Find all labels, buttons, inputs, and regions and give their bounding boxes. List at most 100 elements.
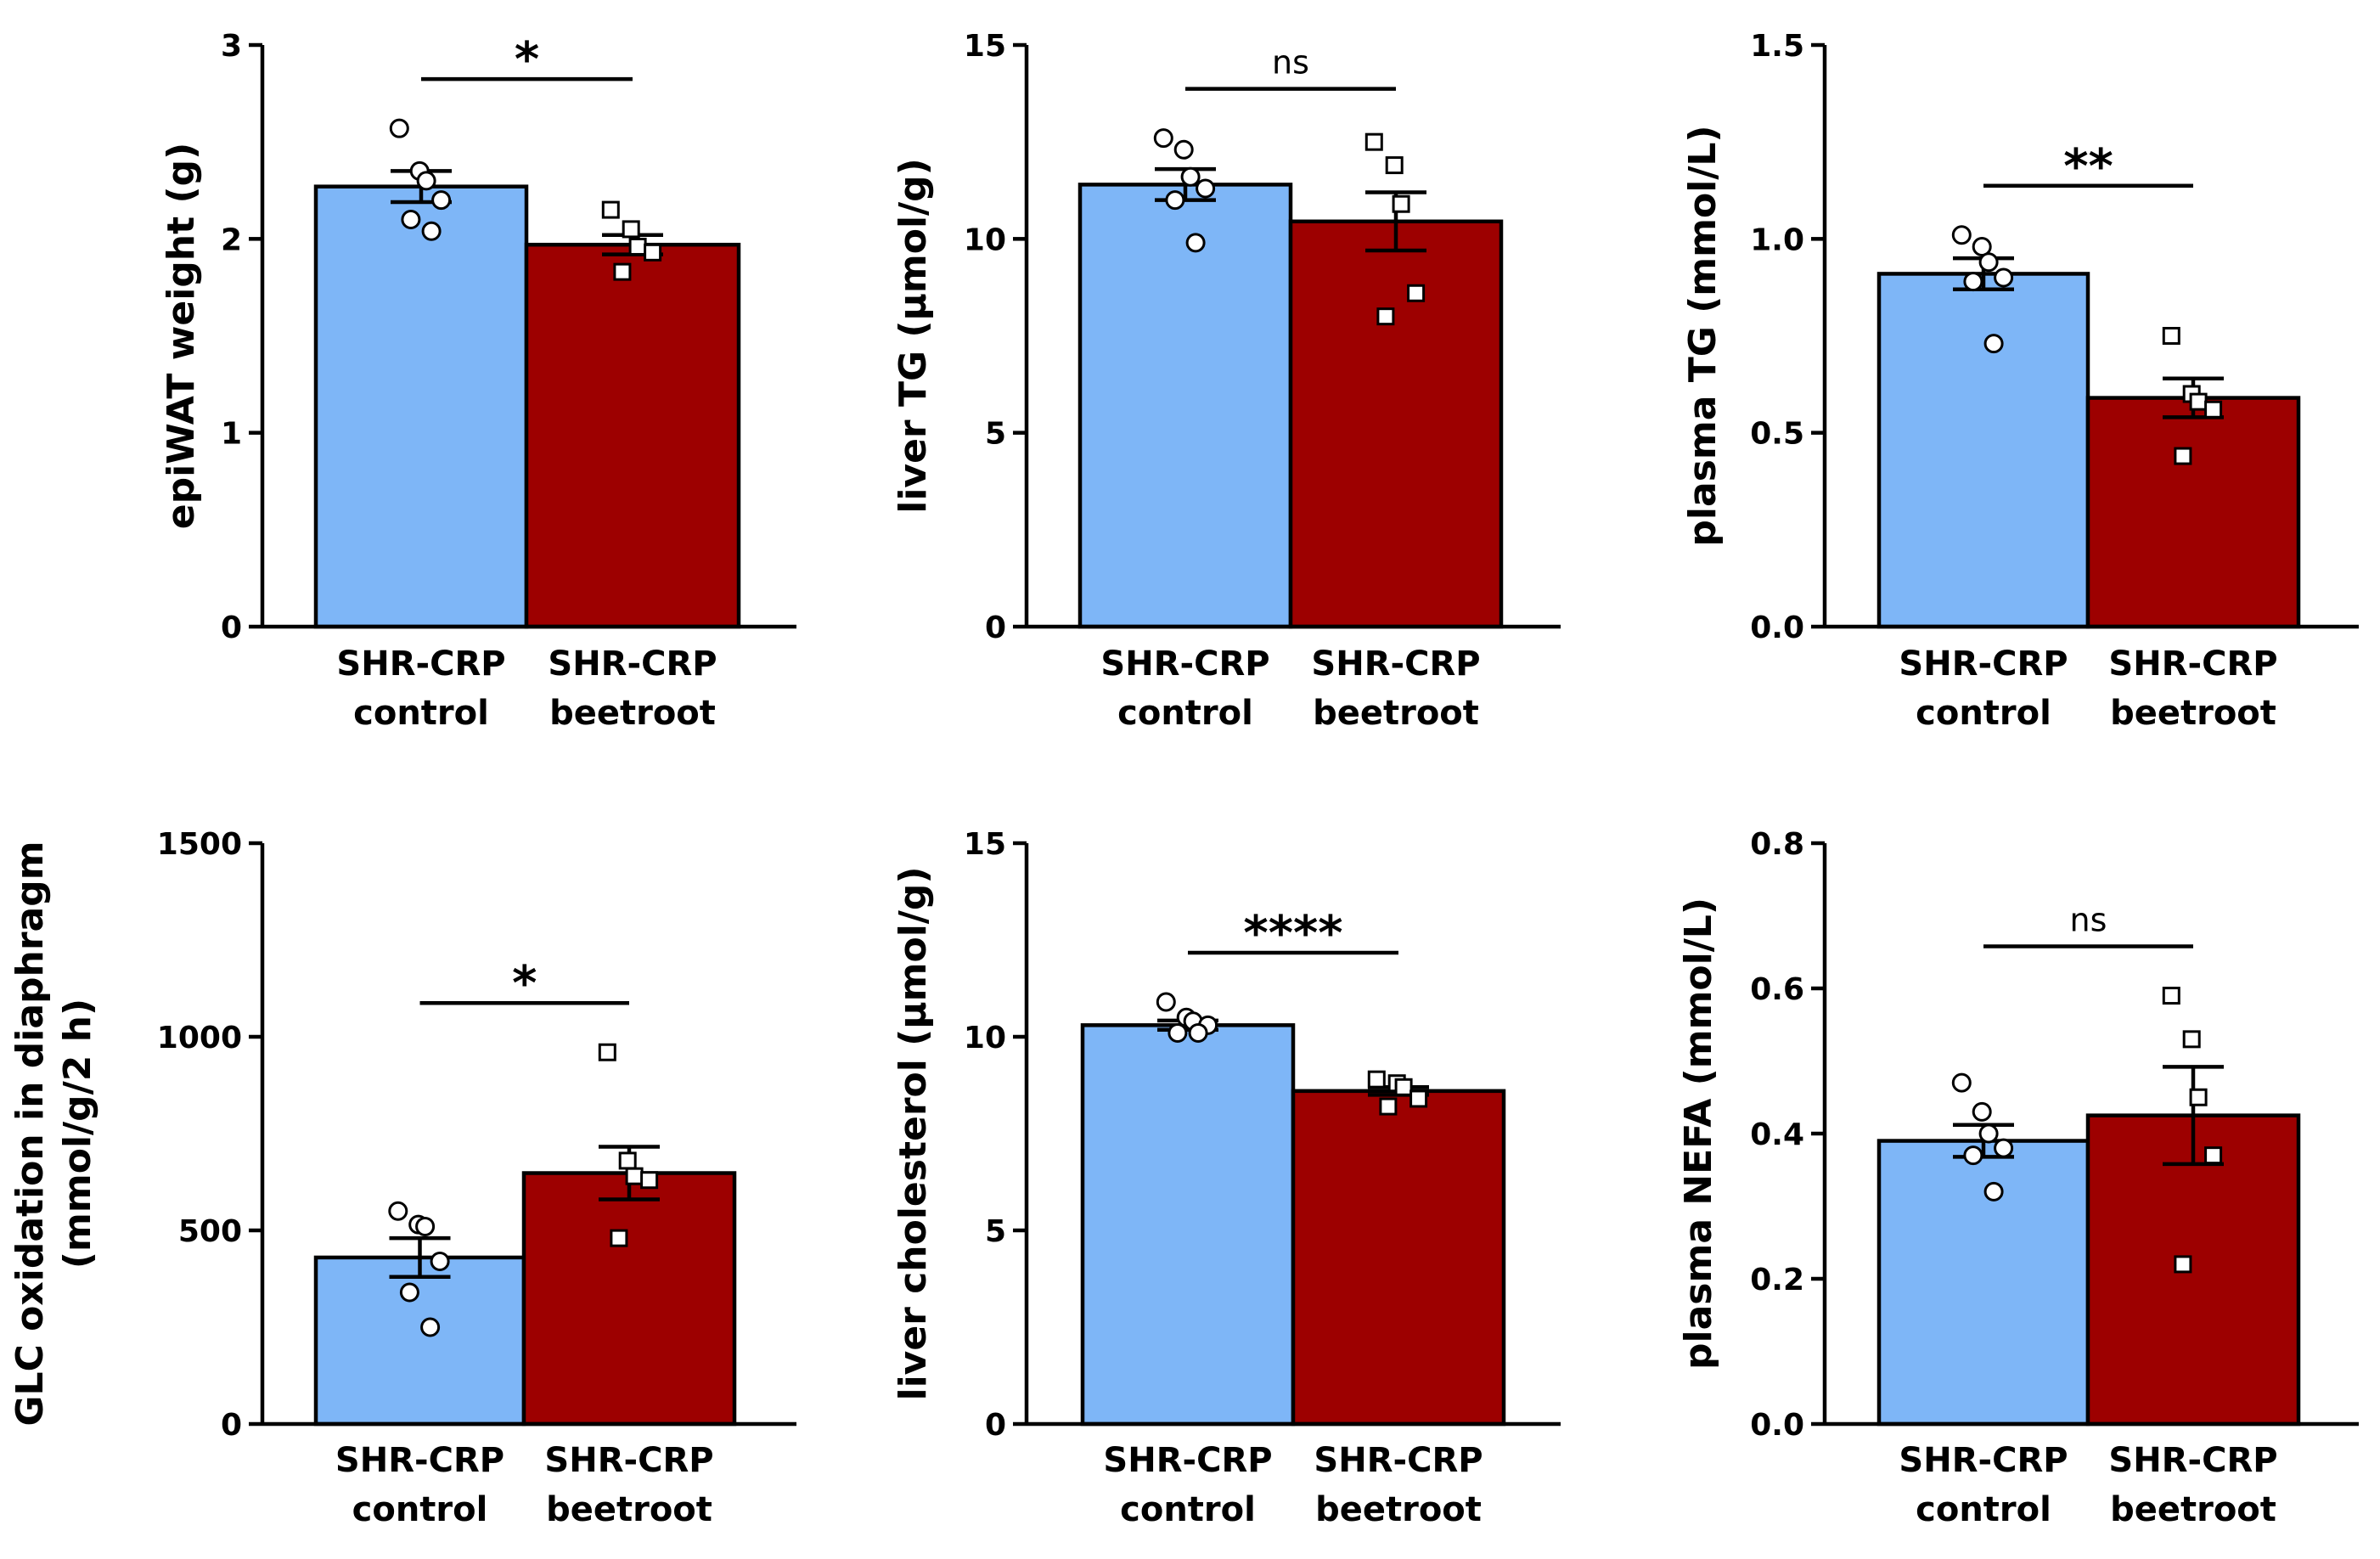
data-point-control xyxy=(430,1251,450,1271)
data-point-control xyxy=(1994,267,2014,288)
y-tick-label: 5 xyxy=(985,417,1006,452)
panel-4: 0 500 1000 1500 GLC oxidation in diaphragm (m… xyxy=(8,827,796,1529)
y-axis-label: liver TG (µmol/g) xyxy=(892,158,935,513)
data-point-control xyxy=(1173,139,1194,160)
category-label: SHR-CRP xyxy=(1103,1441,1272,1480)
data-point-beetroot xyxy=(1376,307,1395,326)
y-tick-label: 0 xyxy=(985,611,1006,645)
bar-control xyxy=(1077,183,1293,629)
data-point-beetroot xyxy=(1385,156,1404,175)
data-point-beetroot xyxy=(1379,1097,1398,1116)
y-tick-label: 5 xyxy=(985,1214,1006,1249)
panel-3: 0.0 0.5 1.0 1.5 plasma TG (mmol/L) SHR-CRP con… xyxy=(1681,29,2359,733)
data-point-control xyxy=(1196,178,1216,199)
y-tick-label: 10 xyxy=(964,1021,1006,1055)
category-label: SHR-CRP xyxy=(335,1441,504,1480)
data-point-beetroot xyxy=(622,220,640,239)
data-point-beetroot xyxy=(2174,447,2192,465)
panel-5: 0 5 10 15 liver cholesterol (µmol/g) SHR-CRP c… xyxy=(892,827,1561,1529)
data-point-beetroot xyxy=(2182,1030,2201,1049)
data-point-beetroot xyxy=(644,243,662,262)
data-point-control xyxy=(389,118,409,138)
y-tick-label: 1.5 xyxy=(1750,29,1804,64)
data-point-beetroot xyxy=(2189,1088,2208,1106)
data-point-control xyxy=(1978,252,1999,273)
significance-label: **** xyxy=(1243,906,1342,961)
data-point-beetroot xyxy=(1394,1078,1413,1096)
y-tick-label: 1 xyxy=(221,417,242,452)
bar-beetroot xyxy=(2085,396,2301,629)
error-bar-control xyxy=(389,1235,451,1279)
y-tick-label: 0.6 xyxy=(1750,972,1804,1007)
data-point-beetroot xyxy=(1392,194,1410,213)
data-point-beetroot xyxy=(640,1171,659,1190)
data-point-control xyxy=(1963,272,1983,292)
data-point-control xyxy=(401,210,421,229)
data-point-control xyxy=(420,1317,441,1337)
y-tick-label: 10 xyxy=(964,222,1006,257)
panel-6: 0.0 0.2 0.4 0.6 0.8 plasma NEFA (mmol/L) SHR-C… xyxy=(1677,827,2359,1529)
data-point-control xyxy=(1185,233,1206,253)
category-label: SHR-CRP xyxy=(548,644,717,684)
data-point-control xyxy=(1153,128,1173,149)
y-tick-label: 3 xyxy=(221,29,242,64)
bar-beetroot xyxy=(2085,1113,2301,1427)
y-tick-label: 0.0 xyxy=(1750,1408,1804,1443)
category-label: SHR-CRP xyxy=(1100,644,1269,684)
data-point-control xyxy=(1167,1022,1188,1043)
significance-label: * xyxy=(515,32,539,87)
y-tick-label: 0.4 xyxy=(1750,1117,1804,1152)
data-point-beetroot xyxy=(618,1151,637,1170)
y-tick-label: 0.5 xyxy=(1750,417,1804,452)
data-point-control xyxy=(1951,225,1972,245)
y-tick-label: 1000 xyxy=(157,1021,242,1055)
category-label: SHR-CRP xyxy=(1899,1441,2068,1480)
category-label: SHR-CRP xyxy=(544,1441,713,1480)
panel-1: 0 1 2 3 epiWAT weight (g) SHR-CRP control SHR-C… xyxy=(160,29,796,733)
category-label: SHR-CRP xyxy=(2108,644,2277,684)
data-point-control xyxy=(1983,334,2004,354)
y-tick-label: 2 xyxy=(221,222,242,257)
category-label: control xyxy=(353,694,489,733)
y-tick-label: 1.0 xyxy=(1750,222,1804,257)
y-axis-label: liver cholesterol (µmol/g) xyxy=(892,867,935,1401)
bar-beetroot xyxy=(521,1171,737,1427)
data-point-control xyxy=(1180,166,1201,187)
data-point-beetroot xyxy=(613,262,632,281)
data-point-beetroot xyxy=(2174,1255,2192,1274)
data-point-beetroot xyxy=(610,1229,628,1247)
category-label: beetroot xyxy=(1313,694,1479,733)
data-point-control xyxy=(1951,1072,1972,1093)
y-axis-label: plasma TG (mmol/L) xyxy=(1681,125,1725,546)
y-tick-label: 15 xyxy=(964,827,1006,862)
data-point-beetroot xyxy=(1364,132,1383,151)
data-point-beetroot xyxy=(625,1167,644,1185)
bar-control xyxy=(313,184,529,629)
category-label: beetroot xyxy=(549,694,716,733)
category-label: control xyxy=(1916,694,2051,733)
category-label: SHR-CRP xyxy=(1899,644,2068,684)
category-label: control xyxy=(1117,694,1253,733)
category-label: SHR-CRP xyxy=(1311,644,1480,684)
data-point-control xyxy=(421,221,442,241)
bar-beetroot xyxy=(1291,1089,1506,1427)
data-point-beetroot xyxy=(2204,1146,2223,1165)
y-tick-label: 0 xyxy=(985,1408,1006,1443)
category-label: control xyxy=(352,1490,488,1529)
data-point-control xyxy=(416,171,436,191)
y-tick-label: 0.2 xyxy=(1750,1263,1804,1297)
y-tick-label: 500 xyxy=(178,1214,242,1249)
y-tick-label: 15 xyxy=(964,29,1006,64)
data-point-beetroot xyxy=(628,237,647,256)
y-tick-label: 0.0 xyxy=(1750,611,1804,645)
panel-2: 0 5 10 15 liver TG (µmol/g) SHR-CRP control SHR… xyxy=(892,29,1561,733)
data-point-beetroot xyxy=(2189,392,2208,411)
y-axis-label: (mmol/g/2 h) xyxy=(56,999,99,1269)
bar-control xyxy=(313,1255,526,1427)
data-point-control xyxy=(1983,1181,2004,1202)
category-label: beetroot xyxy=(2110,694,2276,733)
significance-label: * xyxy=(512,956,537,1011)
data-point-beetroot xyxy=(2162,987,2180,1005)
data-point-control xyxy=(1165,190,1185,211)
